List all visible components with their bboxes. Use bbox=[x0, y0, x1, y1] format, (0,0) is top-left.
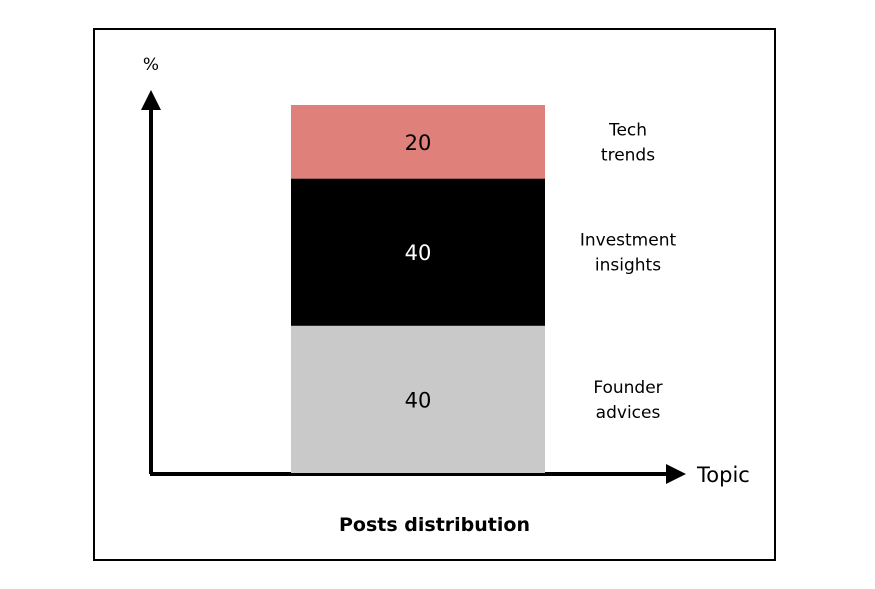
segment-label-investment-insights-line-2: insights bbox=[595, 256, 661, 276]
chart-title: Posts distribution bbox=[339, 514, 530, 536]
bar-segment-tech-trends bbox=[291, 105, 545, 179]
y-axis-label: % bbox=[143, 55, 159, 75]
segment-label-tech-trends-line-2: trends bbox=[601, 145, 655, 165]
x-axis-label: Topic bbox=[696, 463, 750, 487]
segment-label-founder-advices-line-1: Founder bbox=[593, 378, 662, 398]
bar-segment-founder-advices bbox=[291, 325, 545, 473]
segment-label-founder-advices-line-2: advices bbox=[596, 403, 661, 423]
data-label-tech-trends: 20 bbox=[405, 131, 432, 155]
data-label-investment-insights: 40 bbox=[405, 241, 432, 265]
segment-label-tech-trends-line-1: Tech bbox=[608, 120, 647, 140]
chart-frame bbox=[93, 28, 776, 561]
segment-label-investment-insights-line-1: Investment bbox=[580, 231, 677, 251]
bar-segment-investment-insights bbox=[291, 178, 545, 326]
data-label-founder-advices: 40 bbox=[405, 388, 432, 412]
